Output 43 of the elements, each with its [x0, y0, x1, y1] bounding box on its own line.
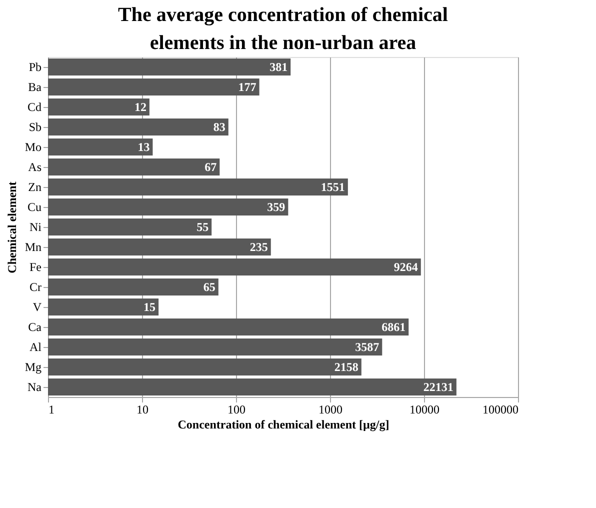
- y-tick-label: Cr: [30, 280, 42, 294]
- y-tick-label: Ca: [28, 320, 42, 334]
- y-tick-label: Fe: [30, 260, 42, 274]
- x-tick-label: 100: [228, 402, 246, 416]
- y-tick-label: Pb: [28, 60, 42, 74]
- x-tick-label: 10: [136, 402, 148, 416]
- y-tick-label: Na: [28, 380, 42, 394]
- y-tick-label: Mo: [24, 140, 42, 154]
- data-label: 3587: [355, 340, 380, 354]
- y-tick-label: Mn: [24, 240, 42, 254]
- y-tick-label: As: [28, 160, 42, 174]
- data-label: 9264: [394, 260, 418, 274]
- x-tick-label: 10000: [410, 402, 440, 416]
- data-label: 83: [213, 120, 226, 134]
- x-tick-label: 1000: [318, 402, 342, 416]
- data-label: 12: [134, 100, 146, 114]
- y-tick-label: Ba: [28, 80, 42, 94]
- data-label: 177: [238, 80, 256, 94]
- x-tick-label: 100000: [482, 402, 518, 416]
- y-tick-label: Cd: [27, 100, 42, 114]
- y-tick-label: Zn: [28, 180, 42, 194]
- data-label: 65: [203, 280, 216, 294]
- data-label: 1551: [320, 180, 345, 194]
- data-label: 22131: [423, 380, 454, 394]
- data-label: 2158: [334, 360, 358, 374]
- y-tick-label: Cu: [27, 200, 42, 214]
- y-tick-label: V: [32, 300, 42, 314]
- data-label: 359: [267, 200, 286, 214]
- x-axis-title: Concentration of chemical element [µg/g]: [178, 418, 390, 432]
- data-label: 55: [196, 220, 209, 234]
- data-label: 381: [270, 60, 288, 74]
- y-tick-label: Ni: [30, 220, 42, 234]
- y-tick-label: Mg: [24, 360, 42, 374]
- data-label: 15: [144, 300, 156, 314]
- y-tick-label: Sb: [28, 120, 42, 134]
- data-label: 67: [204, 160, 217, 174]
- data-label: 13: [138, 140, 150, 154]
- y-axis-title: Chemical element: [4, 182, 19, 274]
- data-label: 6861: [382, 320, 406, 334]
- chart-title: The average concentration of chemical elements in the non-urban area: [118, 4, 448, 54]
- y-tick-label: Al: [30, 340, 42, 354]
- x-tick-label: 1: [48, 402, 54, 416]
- data-label: 235: [250, 240, 268, 254]
